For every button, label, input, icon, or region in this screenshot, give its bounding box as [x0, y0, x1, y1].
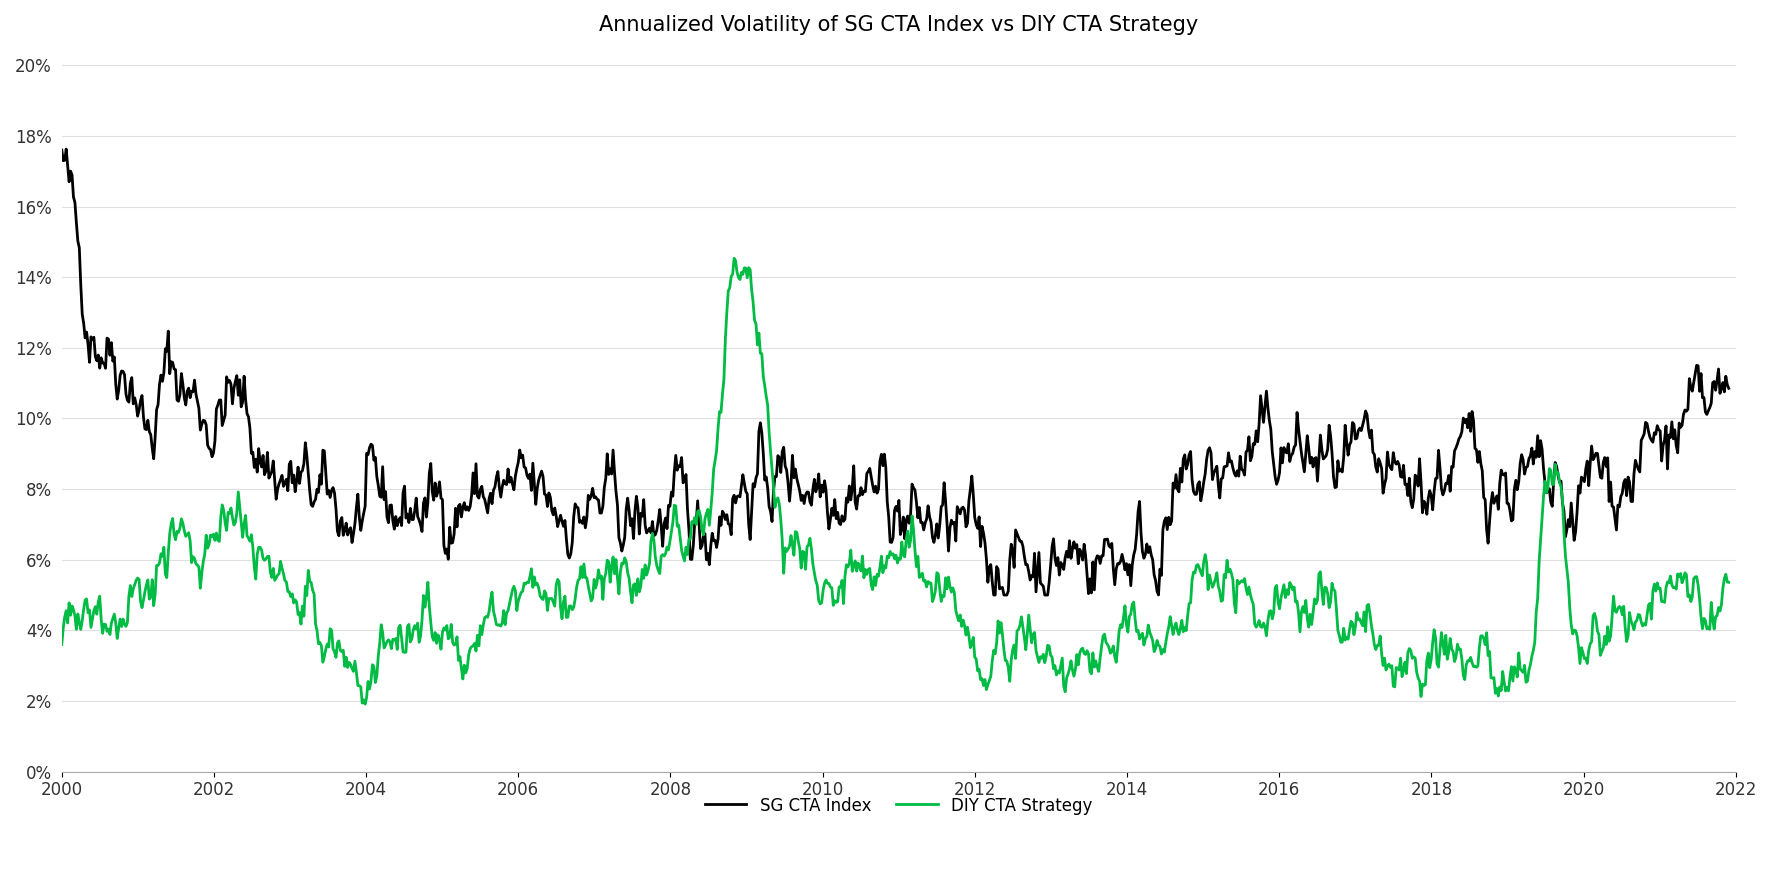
Line: SG CTA Index: SG CTA Index: [62, 149, 1729, 595]
Title: Annualized Volatility of SG CTA Index vs DIY CTA Strategy: Annualized Volatility of SG CTA Index vs…: [599, 15, 1198, 35]
Line: DIY CTA Strategy: DIY CTA Strategy: [62, 259, 1729, 704]
Legend: SG CTA Index, DIY CTA Strategy: SG CTA Index, DIY CTA Strategy: [698, 789, 1099, 821]
